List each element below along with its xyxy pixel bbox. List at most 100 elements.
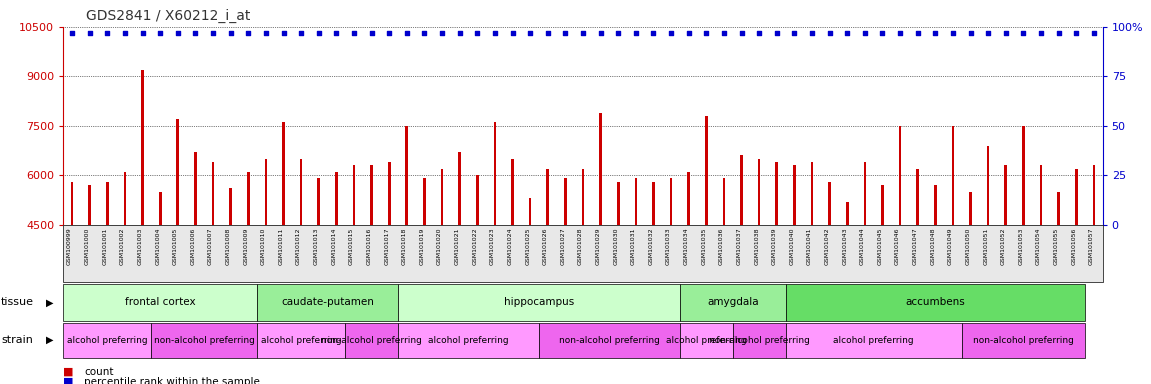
Text: GSM101025: GSM101025: [525, 227, 531, 265]
Bar: [424, 179, 426, 225]
Text: GSM101030: GSM101030: [613, 227, 618, 265]
Point: [1050, 30, 1068, 36]
Bar: [969, 192, 971, 225]
Bar: [581, 169, 585, 225]
Bar: [458, 152, 462, 225]
Text: GSM101021: GSM101021: [455, 227, 459, 265]
Bar: [352, 166, 356, 225]
Bar: [388, 162, 390, 225]
Text: non-alcohol preferring: non-alcohol preferring: [321, 336, 422, 345]
Bar: [494, 122, 496, 225]
Bar: [986, 146, 990, 225]
Text: GSM101014: GSM101014: [331, 227, 336, 265]
Text: caudate-putamen: caudate-putamen: [281, 297, 374, 308]
Point: [750, 30, 769, 36]
Bar: [810, 162, 814, 225]
Text: GSM101020: GSM101020: [437, 227, 442, 265]
Point: [573, 30, 592, 36]
Point: [98, 30, 116, 36]
Text: GSM101045: GSM101045: [877, 227, 883, 265]
Text: GSM101004: GSM101004: [155, 227, 160, 265]
Point: [997, 30, 1015, 36]
Bar: [371, 166, 373, 225]
Text: GSM101049: GSM101049: [948, 227, 953, 265]
Point: [416, 30, 434, 36]
Point: [715, 30, 733, 36]
Bar: [176, 119, 180, 225]
Bar: [1058, 192, 1060, 225]
Bar: [1092, 166, 1095, 225]
Bar: [229, 189, 233, 225]
Text: GSM101003: GSM101003: [138, 227, 143, 265]
Bar: [1022, 126, 1024, 225]
Bar: [723, 179, 725, 225]
Text: GSM101040: GSM101040: [790, 227, 794, 265]
Text: ▶: ▶: [46, 297, 53, 308]
Text: GSM101048: GSM101048: [930, 227, 936, 265]
Bar: [405, 126, 409, 225]
Text: GSM101026: GSM101026: [543, 227, 548, 265]
Text: GSM101023: GSM101023: [490, 227, 495, 265]
Bar: [247, 172, 250, 225]
Text: hippocampus: hippocampus: [504, 297, 574, 308]
Text: GSM101054: GSM101054: [1036, 227, 1041, 265]
Text: GSM100999: GSM100999: [67, 227, 73, 265]
Text: GSM101016: GSM101016: [366, 227, 372, 265]
Point: [81, 30, 99, 36]
Text: GSM101008: GSM101008: [226, 227, 230, 265]
Bar: [564, 179, 566, 225]
Point: [239, 30, 258, 36]
Bar: [933, 185, 937, 225]
Bar: [212, 162, 214, 225]
Text: ■: ■: [63, 367, 74, 377]
Text: GSM101046: GSM101046: [895, 227, 900, 265]
Text: ■: ■: [63, 377, 74, 384]
Point: [609, 30, 627, 36]
Point: [274, 30, 292, 36]
Bar: [71, 182, 74, 225]
Text: GSM101044: GSM101044: [860, 227, 864, 265]
Bar: [1039, 166, 1043, 225]
Bar: [776, 162, 778, 225]
Text: GSM101036: GSM101036: [719, 227, 724, 265]
Text: GDS2841 / X60212_i_at: GDS2841 / X60212_i_at: [86, 9, 251, 23]
Text: GSM101007: GSM101007: [208, 227, 213, 265]
Text: non-alcohol preferring: non-alcohol preferring: [559, 336, 660, 345]
Point: [908, 30, 927, 36]
Point: [486, 30, 504, 36]
Bar: [299, 159, 303, 225]
Text: GSM101041: GSM101041: [807, 227, 811, 265]
Point: [1014, 30, 1032, 36]
Text: GSM101019: GSM101019: [419, 227, 425, 265]
Text: GSM101047: GSM101047: [913, 227, 917, 265]
Bar: [634, 179, 638, 225]
Bar: [899, 126, 901, 225]
Text: GSM101053: GSM101053: [1019, 227, 1023, 265]
Point: [151, 30, 169, 36]
Bar: [740, 156, 742, 225]
Bar: [528, 198, 532, 225]
Point: [327, 30, 345, 36]
Point: [698, 30, 716, 36]
Bar: [159, 192, 161, 225]
Point: [433, 30, 451, 36]
Text: GSM101012: GSM101012: [296, 227, 302, 265]
Point: [838, 30, 856, 36]
Text: strain: strain: [1, 335, 33, 345]
Text: GSM101043: GSM101043: [843, 227, 847, 265]
Text: GSM101039: GSM101039: [772, 227, 777, 265]
Point: [539, 30, 557, 36]
Point: [662, 30, 680, 36]
Point: [645, 30, 663, 36]
Text: count: count: [84, 367, 114, 377]
Point: [380, 30, 398, 36]
Text: GSM101005: GSM101005: [173, 227, 177, 265]
Text: amygdala: amygdala: [707, 297, 759, 308]
Point: [221, 30, 239, 36]
Text: GSM101029: GSM101029: [595, 227, 601, 265]
Bar: [757, 159, 761, 225]
Point: [450, 30, 468, 36]
Point: [732, 30, 750, 36]
Point: [855, 30, 874, 36]
Text: GSM101035: GSM101035: [701, 227, 707, 265]
